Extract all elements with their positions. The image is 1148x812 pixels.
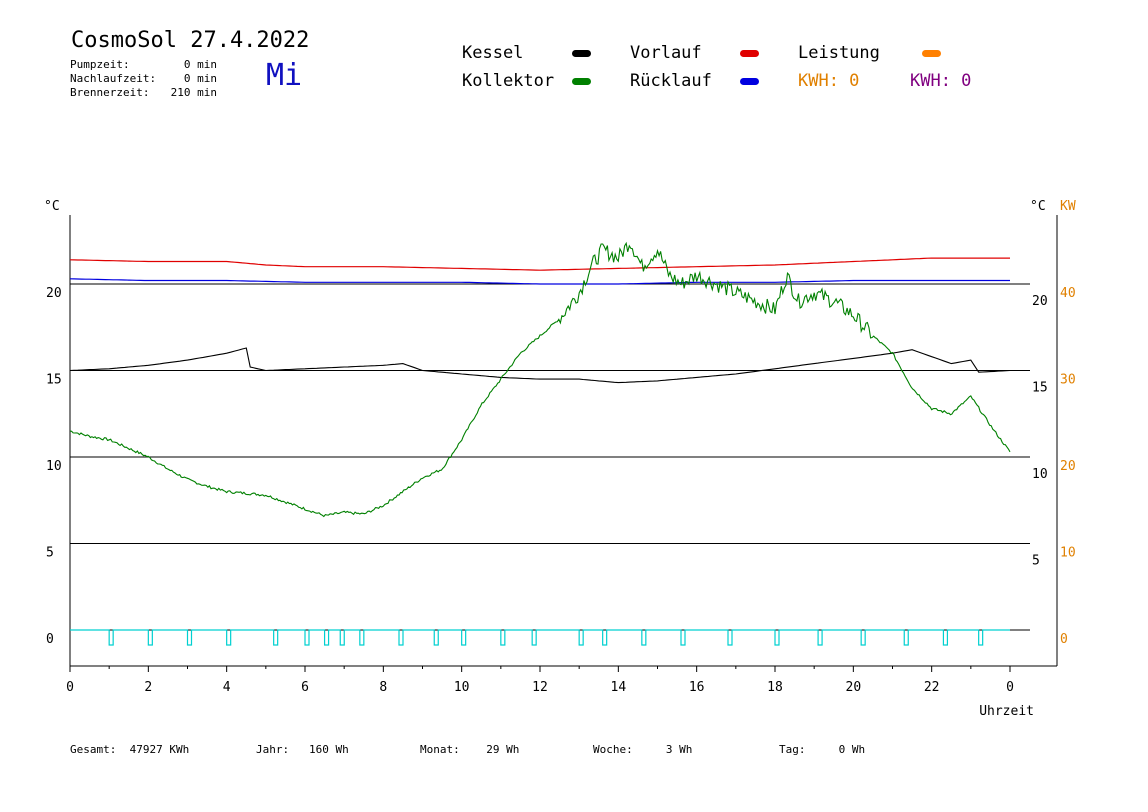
series-kollektor	[69, 241, 1011, 518]
x-tick-label: 14	[611, 680, 627, 695]
y-tick-label-right-kw: 10	[1060, 546, 1076, 561]
y-tick-label-right-c: 5	[1032, 554, 1040, 569]
legend-kessel-swatch	[572, 50, 591, 57]
pumpzeit-value: 0 min	[183, 58, 217, 71]
x-tick-label: 22	[924, 680, 940, 695]
y-tick-label-right-kw: 0	[1060, 632, 1068, 647]
x-tick-label: 8	[379, 680, 387, 695]
x-axis-label: Uhrzeit	[979, 704, 1034, 719]
series-kessel	[69, 347, 1011, 384]
pumpzeit-label: Pumpzeit:	[70, 58, 130, 71]
y-tick-label-right-kw: 30	[1060, 373, 1076, 388]
x-tick-label: 0	[66, 680, 74, 695]
footer-gesamt: Gesamt: 47927 KWh	[70, 743, 190, 756]
legend-kollektor-swatch	[572, 78, 591, 85]
x-tick-label: 10	[454, 680, 470, 695]
y-tick-label-right-c: 10	[1032, 467, 1048, 482]
x-tick-label: 2	[144, 680, 152, 695]
legend-kwh-orange: KWH: 0	[798, 71, 860, 91]
legend-leistung-swatch	[922, 50, 941, 57]
y-tick-label-right-c: 15	[1032, 381, 1048, 396]
x-tick-label: 18	[767, 680, 783, 695]
legend-ruecklauf-label: Rücklauf	[630, 71, 712, 91]
x-tick-label: 20	[846, 680, 862, 695]
footer-monat: Monat: 29 Wh	[420, 743, 520, 756]
y-tick-label-left: 20	[46, 286, 62, 301]
x-tick-label: 4	[223, 680, 231, 695]
y-tick-label-left: 15	[46, 373, 62, 388]
y-tick-label-left: 10	[46, 459, 62, 474]
footer-tag: Tag: 0 Wh	[779, 743, 866, 756]
y-axis-label-left: °C	[44, 199, 60, 214]
legend-ruecklauf-swatch	[740, 78, 759, 85]
weekday-label: Mi	[266, 58, 303, 93]
legend-leistung-label: Leistung	[798, 43, 880, 63]
footer-jahr: Jahr: 160 Wh	[256, 743, 349, 756]
x-tick-label: 12	[532, 680, 548, 695]
series-vorlauf	[69, 257, 1010, 271]
legend-kwh-purple: KWH: 0	[910, 71, 972, 91]
legend-kessel-label: Kessel	[462, 43, 524, 63]
chart-title: CosmoSol 27.4.2022	[71, 28, 310, 53]
brennerzeit-label: Brennerzeit:	[70, 86, 150, 99]
y-tick-label-right-c: 20	[1032, 294, 1048, 309]
x-tick-label: 6	[301, 680, 309, 695]
nachlaufzeit-value: 0 min	[183, 72, 217, 85]
chart-series	[69, 241, 1011, 646]
brennerzeit-value: 210 min	[170, 86, 217, 99]
chart-labels: 0 2 4 6 8 10 12 14 16 18 20 22 0 Uhrzeit 0 5 10 15 20 °C 5 10…	[44, 199, 1076, 719]
y-tick-label-left: 5	[46, 546, 54, 561]
footer-woche: Woche: 3 Wh	[593, 743, 693, 756]
y-axis-label-right-kw: KW	[1060, 199, 1076, 214]
legend-vorlauf-swatch	[740, 50, 759, 57]
y-tick-label-left: 0	[46, 632, 54, 647]
y-axis-label-right-c: °C	[1030, 199, 1046, 214]
nachlaufzeit-label: Nachlaufzeit:	[70, 72, 157, 85]
series-pumpe	[70, 629, 1010, 646]
y-tick-label-right-kw: 20	[1060, 459, 1076, 474]
x-tick-label: 16	[689, 680, 705, 695]
y-tick-label-right-kw: 40	[1060, 286, 1076, 301]
series-rücklauf	[69, 278, 1010, 285]
legend-kollektor-label: Kollektor	[462, 71, 555, 91]
legend-vorlauf-label: Vorlauf	[630, 43, 702, 63]
x-tick-label: 0	[1006, 680, 1014, 695]
